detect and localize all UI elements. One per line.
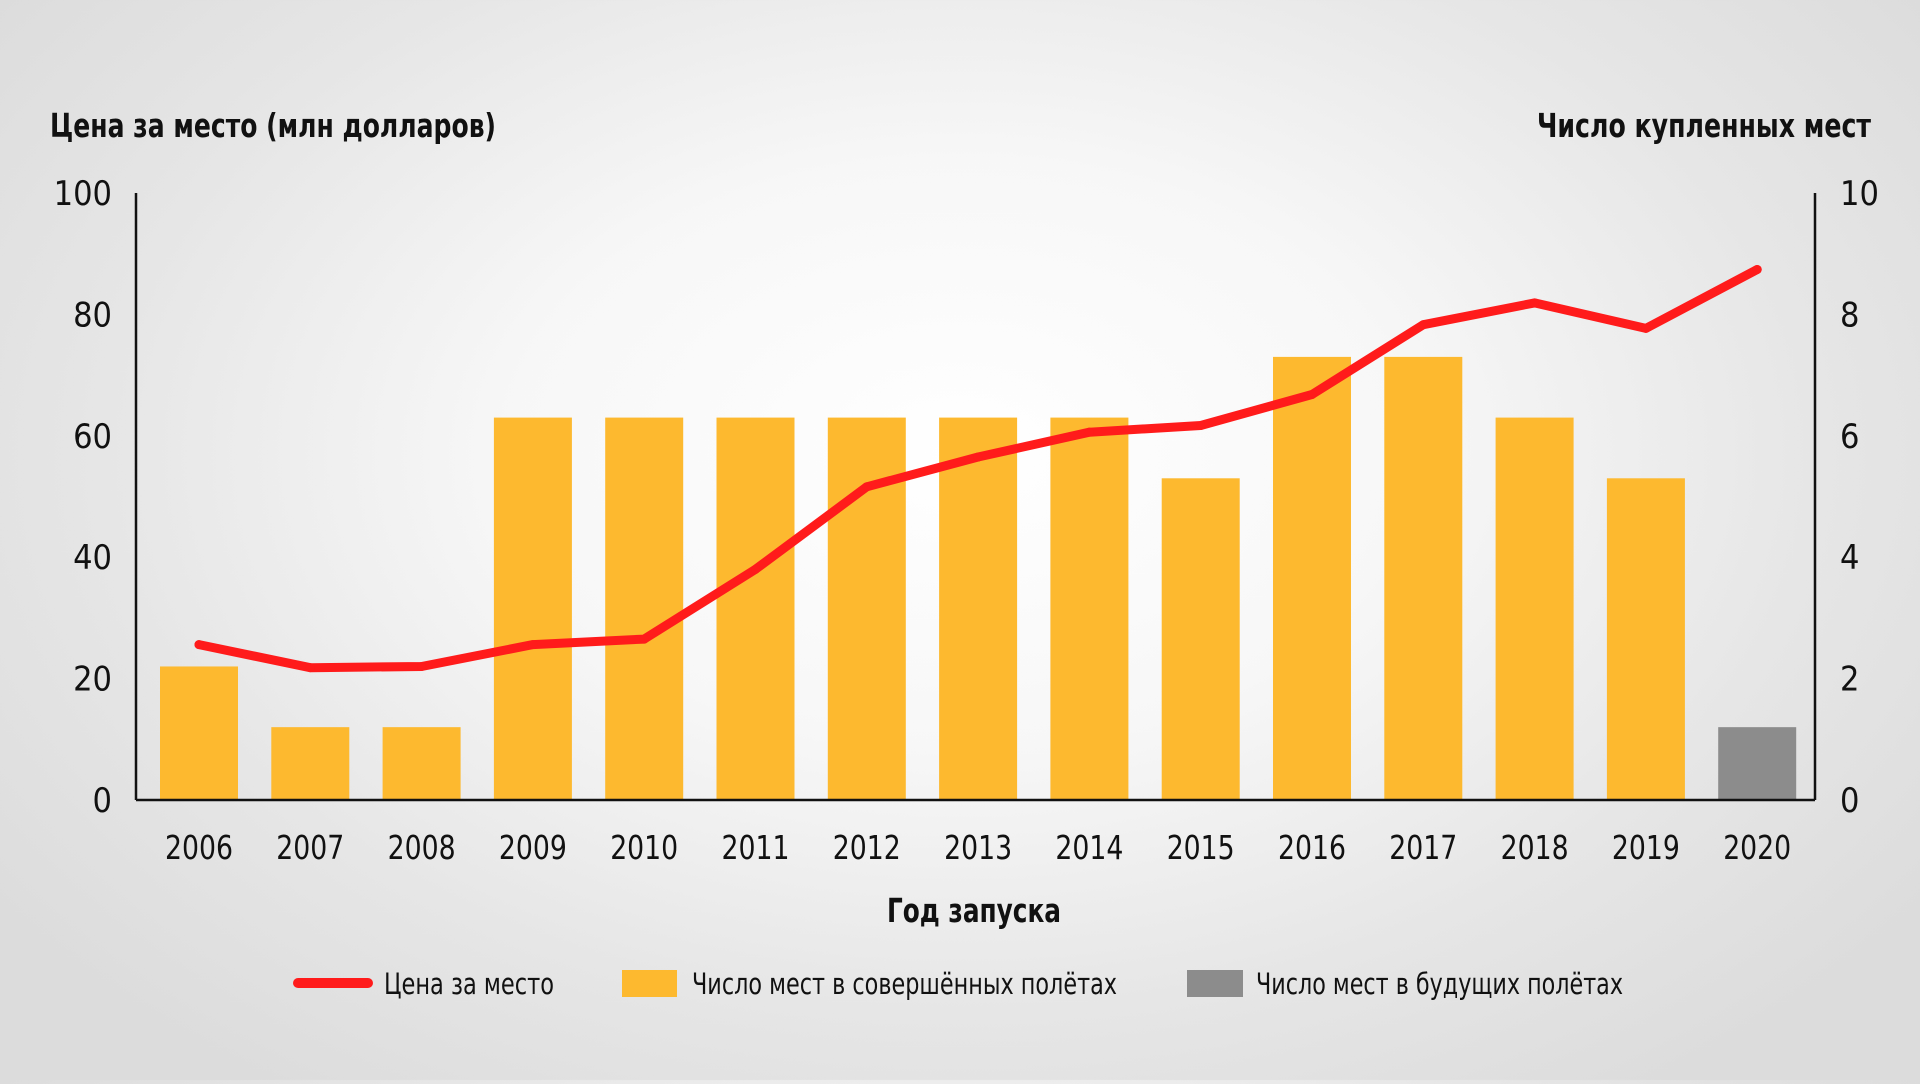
bar-2015-series-1 <box>1161 478 1240 800</box>
x-tick-label: 2014 <box>1055 828 1123 867</box>
x-tick-label: 2013 <box>944 828 1012 867</box>
legend-future-label: Число мест в будущих полётах <box>1256 967 1623 1001</box>
right-axis-title: Число купленных мест <box>1537 106 1872 145</box>
price-point-2010 <box>639 634 649 644</box>
left-tick-label: 60 <box>73 417 112 457</box>
price-point-2015 <box>1196 420 1206 430</box>
x-tick-label: 2018 <box>1501 828 1569 867</box>
legend-completed-label: Число мест в совершённых полётах <box>692 967 1117 1001</box>
x-tick-label: 2006 <box>165 828 233 867</box>
bar-2007-series-1 <box>271 727 350 800</box>
x-tick-label: 2017 <box>1389 828 1457 867</box>
bar-2017-series-1 <box>1384 356 1463 800</box>
left-axis-title: Цена за место (млн долларов) <box>50 106 496 145</box>
left-tick-label: 80 <box>73 295 112 335</box>
bar-2010-series-1 <box>605 417 684 800</box>
price-point-2007 <box>305 663 315 673</box>
bars-layer <box>160 356 1797 800</box>
right-tick-label: 10 <box>1840 174 1879 214</box>
x-tick-label: 2020 <box>1723 828 1791 867</box>
price-point-2008 <box>417 661 427 671</box>
price-point-2012 <box>862 482 872 492</box>
legend: Цена за место Число мест в совершённых п… <box>293 967 1623 1001</box>
bar-2020-series-2 <box>1718 727 1797 800</box>
x-tick-label: 2008 <box>388 828 456 867</box>
x-tick-label: 2015 <box>1167 828 1235 867</box>
price-point-2017 <box>1418 320 1428 330</box>
bar-2011-series-1 <box>716 417 795 800</box>
bar-2006-series-1 <box>160 666 238 800</box>
price-point-2013 <box>973 452 983 462</box>
x-tick-label: 2016 <box>1278 828 1346 867</box>
price-point-2019 <box>1641 323 1651 333</box>
x-tick-label: 2010 <box>610 828 678 867</box>
price-point-2009 <box>528 640 538 650</box>
line-layer <box>194 264 1762 673</box>
right-tick-label: 8 <box>1840 295 1859 335</box>
left-tick-label: 100 <box>54 174 112 214</box>
x-tick-label: 2019 <box>1612 828 1680 867</box>
bar-2014-series-1 <box>1050 417 1129 800</box>
price-point-2006 <box>194 640 204 650</box>
ticks-layer: 0 20 40 60 80 100 0 2 4 6 8 10 2006 2007 2008 2009 2010 2… <box>54 174 1879 867</box>
price-point-2016 <box>1307 390 1317 400</box>
left-tick-label: 0 <box>93 781 112 821</box>
x-tick-label: 2007 <box>276 828 344 867</box>
x-axis-title: Год запуска <box>887 891 1061 930</box>
left-tick-label: 20 <box>73 660 112 700</box>
bar-2009-series-1 <box>493 417 572 800</box>
right-tick-label: 0 <box>1840 781 1859 821</box>
legend-completed-swatch <box>622 970 677 997</box>
left-tick-label: 40 <box>73 538 112 578</box>
price-point-2011 <box>751 564 760 574</box>
legend-future-swatch <box>1187 970 1243 997</box>
bar-2019-series-1 <box>1606 478 1685 800</box>
price-point-2020 <box>1752 264 1762 274</box>
bar-2018-series-1 <box>1495 417 1574 800</box>
x-tick-label: 2009 <box>499 828 567 867</box>
bar-2016-series-1 <box>1273 356 1351 800</box>
right-tick-label: 6 <box>1840 417 1859 457</box>
price-point-2014 <box>1084 427 1094 437</box>
bar-2013-series-1 <box>939 417 1018 800</box>
price-point-2018 <box>1530 298 1540 308</box>
right-tick-label: 4 <box>1840 538 1859 578</box>
x-tick-label: 2011 <box>722 828 790 867</box>
axes-layer <box>134 193 1817 802</box>
right-tick-label: 2 <box>1840 660 1859 700</box>
x-tick-label: 2012 <box>833 828 901 867</box>
legend-price-label: Цена за место <box>384 967 554 1001</box>
bar-2008-series-1 <box>382 727 461 800</box>
